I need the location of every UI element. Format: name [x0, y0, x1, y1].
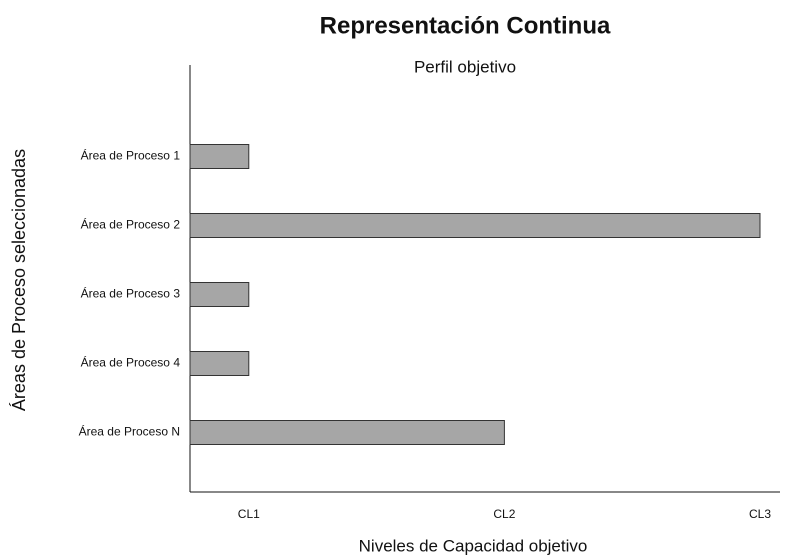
bar [189, 282, 250, 307]
chart-title: Representación Continua [320, 12, 611, 39]
bar [189, 420, 505, 445]
x-axis-label: Niveles de Capacidad objetivo [359, 536, 588, 555]
y-tick-label: Área de Proceso 2 [81, 217, 181, 232]
x-tick-label: CL3 [749, 507, 771, 521]
bar [189, 144, 250, 169]
bar [189, 351, 250, 376]
y-tick-label: Área de Proceso 4 [81, 355, 181, 370]
x-tick-label: CL2 [493, 507, 515, 521]
y-tick-label: Área de Proceso 1 [81, 148, 181, 163]
bar [189, 213, 761, 238]
x-tick-label: CL1 [238, 507, 260, 521]
y-tick-label: Área de Proceso N [79, 424, 180, 439]
chart-subtitle: Perfil objetivo [414, 57, 516, 76]
y-tick-label: Área de Proceso 3 [81, 286, 181, 301]
y-axis-label: Áreas de Proceso seleccionadas [9, 149, 29, 411]
